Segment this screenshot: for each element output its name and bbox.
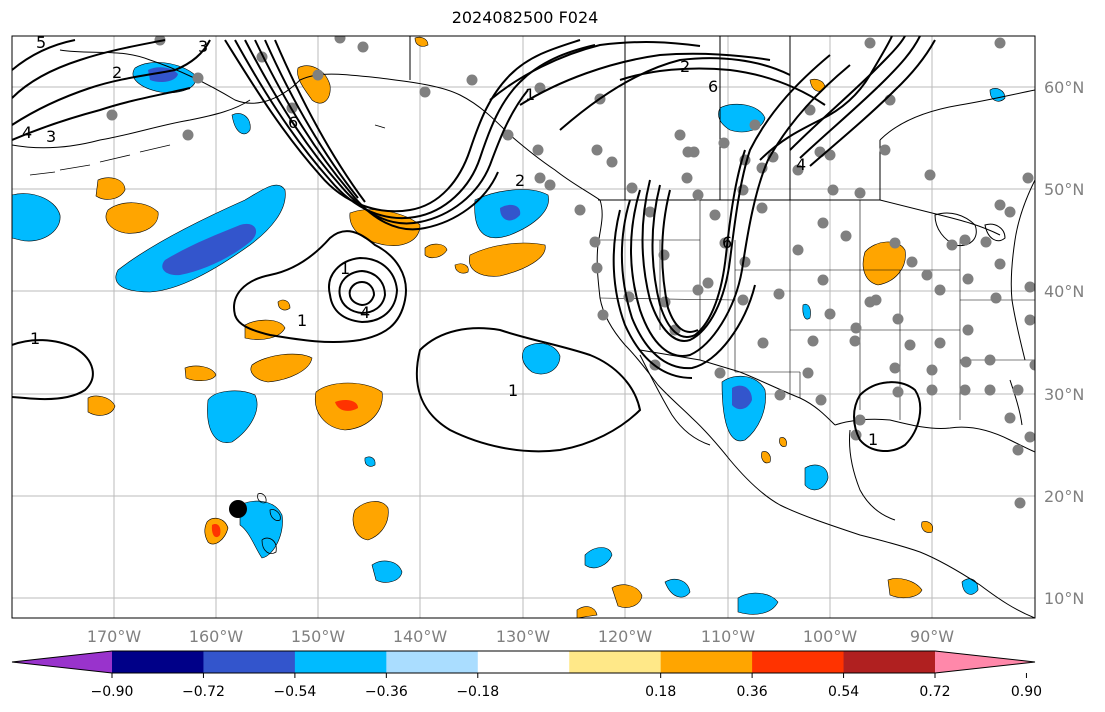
location-marker (229, 500, 247, 518)
contour-label: 6 (288, 113, 298, 132)
contour-label: 1 (30, 329, 40, 348)
contour-label: 1 (868, 430, 878, 449)
negative-anomaly-areas (12, 62, 1006, 615)
colorbar-label: 0.36 (737, 684, 768, 700)
colorbar-label: 0.90 (1011, 684, 1042, 700)
lat-tick: 30°N (1044, 385, 1084, 404)
lat-tick: 20°N (1044, 487, 1084, 506)
colorbar-segment (660, 651, 753, 673)
colorbar-segment (112, 651, 204, 673)
contour-label: 6 (722, 233, 732, 252)
contour-label: 4 (360, 303, 370, 322)
lon-tick: 130°W (496, 627, 551, 646)
contour-label: 1 (340, 259, 350, 278)
contour-label: 1 (525, 85, 535, 104)
colorbar-segment (386, 651, 479, 673)
colorbar-segment (294, 651, 387, 673)
contour-labels: 5 2 3 4 3 6 2 1 2 6 1 1 4 1 6 4 1 1 (22, 33, 878, 449)
colorbar-label: −0.90 (91, 684, 134, 700)
positive-anomaly-areas (87, 36, 933, 618)
lat-tick: 10°N (1044, 589, 1084, 608)
contour-label: 1 (508, 381, 518, 400)
colorbar-label: 0.18 (645, 684, 676, 700)
lon-tick: 150°W (291, 627, 346, 646)
colorbar-label: −0.18 (456, 684, 499, 700)
lat-tick: 40°N (1044, 282, 1084, 301)
lon-tick: 120°W (598, 627, 653, 646)
colorbar-segment (203, 651, 296, 673)
lon-tick: 160°W (189, 627, 244, 646)
colorbar-label: −0.36 (365, 684, 408, 700)
contour-label: 4 (796, 155, 806, 174)
lon-tick: 170°W (87, 627, 142, 646)
lon-tick: 110°W (701, 627, 756, 646)
coastlines (12, 36, 1035, 618)
aleutian-islands (29, 124, 386, 176)
lon-tick: 90°W (910, 627, 954, 646)
colorbar-segment (477, 651, 570, 673)
lat-tick: 60°N (1044, 78, 1084, 97)
longitude-ticks: 170°W 160°W 150°W 140°W 130°W 120°W 110°… (87, 627, 954, 646)
contour-lines (12, 36, 936, 453)
colorbar-label: 0.54 (828, 684, 859, 700)
hawaii-islands (257, 493, 281, 554)
map-frame (11, 35, 1036, 619)
colorbar-label: 0.72 (919, 684, 950, 700)
map-title: 2024082500 F024 (451, 8, 599, 27)
lat-tick: 50°N (1044, 180, 1084, 199)
colorbar-segment (752, 651, 845, 673)
colorbar-segment (569, 651, 662, 673)
colorbar-label: −0.72 (182, 684, 225, 700)
contour-label: 1 (297, 311, 307, 330)
lon-tick: 100°W (803, 627, 858, 646)
contour-label: 3 (46, 127, 56, 146)
contour-label: 6 (708, 77, 718, 96)
contour-label: 2 (680, 57, 690, 76)
contour-label: 4 (22, 123, 32, 142)
contour-label: 3 (198, 37, 208, 56)
colorbar-label: −0.54 (273, 684, 316, 700)
lon-tick: 140°W (393, 627, 448, 646)
contour-label: 2 (112, 63, 122, 82)
contour-label: 5 (36, 33, 46, 52)
contour-label: 2 (515, 171, 525, 190)
colorbar-segment (843, 651, 936, 673)
latitude-ticks: 60°N 50°N 40°N 30°N 20°N 10°N (1044, 78, 1084, 608)
colorbar: −0.90 −0.72 −0.54 −0.36 −0.18 0.18 0.36 0.54 0.7… (11, 650, 1042, 700)
colorbar-extend-high (935, 651, 1035, 673)
colorbar-extend-low (12, 651, 112, 673)
